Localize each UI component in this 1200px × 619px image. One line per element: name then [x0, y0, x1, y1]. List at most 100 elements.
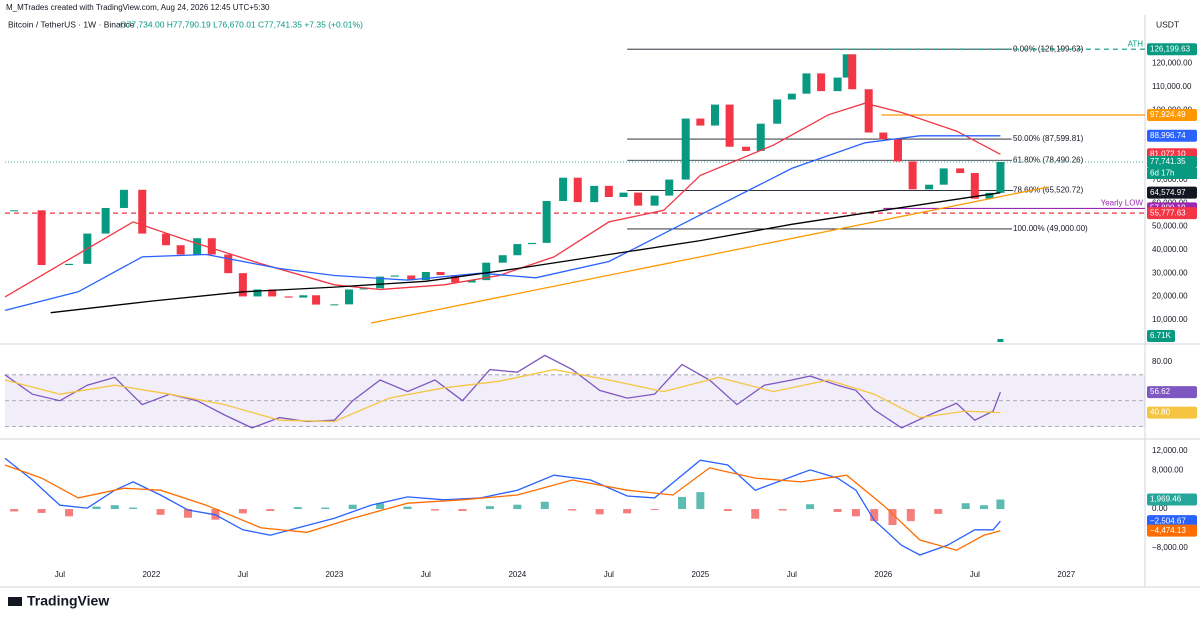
x-tick-label: 2022 [142, 570, 160, 579]
candle [207, 238, 216, 255]
price-tag [1147, 406, 1197, 419]
candle [939, 168, 948, 185]
candle [37, 210, 46, 266]
series-line [4, 102, 1001, 298]
price-tag-label: 55,777.63 [1150, 208, 1186, 217]
histogram-bar [10, 509, 19, 512]
volume-tag [1147, 330, 1175, 342]
y-tick-label: 40,000.00 [1152, 245, 1188, 254]
histogram-bar [851, 509, 860, 517]
price-tag-label: 64,574.97 [1150, 188, 1186, 197]
x-tick-label: Jul [421, 570, 431, 579]
x-tick-label: Jul [970, 570, 980, 579]
histogram-bar [996, 499, 1005, 510]
candle [925, 184, 934, 190]
histogram-bar [513, 504, 522, 510]
candle [842, 54, 851, 78]
histogram-bar [110, 505, 119, 510]
candle [119, 189, 128, 208]
ohlc: O77,734.00 H77,790.19 L76,670.01 C77,741… [120, 19, 363, 29]
histogram-bar [485, 506, 494, 510]
candle [312, 295, 321, 305]
candle [138, 189, 147, 234]
logo: TradingView [8, 593, 109, 609]
x-tick-label: 2027 [1057, 570, 1075, 579]
histogram-bar [458, 509, 467, 511]
histogram-bar [979, 505, 988, 510]
fib-label: 61.80% (78,490.26) [1013, 155, 1084, 164]
histogram-bar [833, 509, 842, 512]
price-tag-label: 81,072.10 [1150, 149, 1186, 158]
histogram-bar [650, 509, 659, 511]
y-tick-label: 8,000.00 [1152, 465, 1184, 474]
candle [665, 179, 674, 196]
x-tick-label: 2023 [325, 570, 343, 579]
price-tag [1147, 493, 1197, 506]
candle [650, 195, 659, 206]
candle [634, 192, 643, 206]
candle [253, 289, 262, 297]
y-tick-label: 110,000.00 [1152, 82, 1192, 91]
y-tick-label: 20,000.00 [1152, 292, 1188, 301]
series-line [4, 135, 1001, 312]
countdown: 6d 17h [1150, 169, 1174, 178]
candle [985, 192, 994, 199]
series-line [4, 457, 1001, 556]
price-tag-label: 126,199.63 [1150, 44, 1191, 53]
candle [619, 192, 628, 198]
y-tick-label: 80.00 [1152, 357, 1173, 366]
candle [956, 168, 965, 174]
candle [390, 275, 399, 277]
histogram-bar [403, 506, 412, 510]
y-tick-label: 30,000.00 [1152, 268, 1188, 277]
candle [542, 200, 551, 243]
candle [573, 177, 582, 203]
price-tag [1147, 515, 1197, 528]
histogram-bar [870, 509, 879, 522]
candle [101, 207, 110, 234]
line-label: Yearly LOW [1101, 199, 1144, 208]
histogram-bar [348, 504, 357, 510]
histogram-bar [540, 501, 549, 510]
price-tag [1147, 207, 1197, 220]
histogram-bar [321, 507, 330, 510]
candle [176, 245, 185, 255]
series-line [4, 464, 1001, 551]
price-tag-label: 88,996.74 [1150, 131, 1186, 140]
candle [513, 244, 522, 256]
x-tick-label: Jul [787, 570, 797, 579]
y-tick-label: 12,000.00 [1152, 446, 1188, 455]
candle [436, 271, 445, 276]
candle [162, 233, 171, 246]
candle [193, 238, 202, 255]
histogram-bar [595, 509, 604, 515]
fib-label: 78.60% (65,520.72) [1013, 186, 1084, 195]
fib-label: 0.00% (126,199.63) [1013, 44, 1084, 53]
countdown-bg [1147, 168, 1197, 180]
symbol: Bitcoin / TetherUS · 1W · Binance [8, 19, 135, 29]
candle [284, 296, 293, 298]
price-tag-label: 40.80 [1150, 408, 1171, 417]
histogram-bar [623, 509, 632, 514]
price-tag [1147, 43, 1197, 56]
candle [498, 255, 507, 263]
histogram-bar [293, 507, 302, 510]
price-tag [1147, 156, 1197, 169]
histogram-bar [778, 509, 787, 511]
candle [590, 185, 599, 203]
series-line [50, 192, 1001, 314]
y-tick-label: −8,000.00 [1152, 543, 1188, 552]
y-tick-label: 50,000.00 [1152, 222, 1188, 231]
price-tag-label: 56.62 [1150, 387, 1171, 396]
fib-label: 100.00% (49,000.00) [1013, 224, 1088, 233]
histogram-bar [678, 496, 687, 510]
price-tag-label: −4,474.13 [1150, 526, 1186, 535]
series-line [4, 368, 1001, 423]
candle [224, 254, 233, 274]
candle [970, 173, 979, 199]
x-tick-label: 2026 [874, 570, 892, 579]
candle [848, 54, 857, 90]
logo-text: TradingView [27, 593, 109, 609]
candle [527, 242, 536, 245]
histogram-bar [156, 509, 165, 515]
